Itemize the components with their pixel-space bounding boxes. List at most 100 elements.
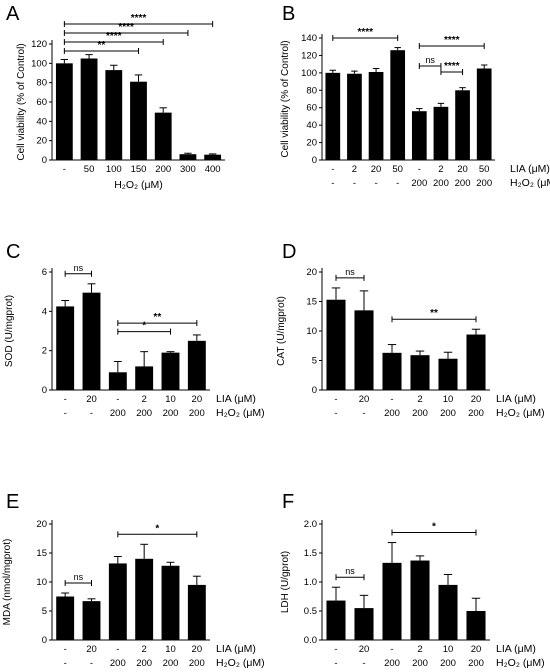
panel-e-ytick-label: 5 xyxy=(42,606,47,617)
panel-a-bar xyxy=(179,154,197,160)
panel-c-ytick-label: 2 xyxy=(42,346,47,357)
panel-e-ytick-label: 10 xyxy=(36,577,47,588)
panel-b-row-label: LIA (μM) xyxy=(510,163,550,175)
panel-c-xtick-label: 2 xyxy=(142,394,147,405)
panel-a-sig-label: **** xyxy=(131,13,147,24)
panel-b-xtick-label: 50 xyxy=(392,164,403,175)
panel-e-ytick-label: 0 xyxy=(42,635,47,646)
panel-c-bar xyxy=(56,306,75,390)
panel-f-xtick-label: 200 xyxy=(412,658,428,669)
panel-b-xtick-label: - xyxy=(374,178,377,189)
panel-a-ytick-label: 100 xyxy=(31,58,47,69)
panel-f-bar xyxy=(466,611,486,640)
panel-f-bar xyxy=(410,560,430,640)
panel-f-ytick-label: 0.0 xyxy=(304,635,317,646)
panel-e-ytick-label: 15 xyxy=(36,548,47,559)
panel-b-bar xyxy=(347,73,362,160)
panel-f-letter: F xyxy=(282,491,294,513)
panel-a-bar xyxy=(105,70,123,160)
panel-e-xtick-label: - xyxy=(64,658,67,669)
panel-a-xtick-label: 200 xyxy=(155,164,171,175)
panel-b-sig-label: ns xyxy=(425,55,435,65)
panel-b-sig-label: **** xyxy=(357,27,373,38)
panel-f-bar xyxy=(354,608,374,640)
panel-b-xtick-label: 20 xyxy=(371,164,382,175)
panel-d-row-label: H₂O₂ (μM) xyxy=(496,407,545,419)
panel-c-xtick-label: 200 xyxy=(163,408,179,419)
panel-e-bar xyxy=(161,565,180,640)
panel-d-ytick-label: 15 xyxy=(306,297,317,308)
panel-d-sig-label: ns xyxy=(345,267,355,277)
panel-b-bar xyxy=(433,106,449,160)
panel-e-y-axis-label: MDA (nmol/mgprot) xyxy=(2,539,13,626)
panel-b-bar xyxy=(411,111,427,160)
panel-d-xtick-label: - xyxy=(334,408,337,419)
panel-e-bar xyxy=(187,584,206,640)
panel-f-xtick-label: 2 xyxy=(417,644,422,655)
panel-d-sig-label: ** xyxy=(430,308,438,319)
panel-c-xtick-label: - xyxy=(64,408,67,419)
panel-d-ytick-label: 10 xyxy=(306,326,317,337)
panel-f-xtick-label: - xyxy=(334,644,337,655)
panel-c-xtick-label: 200 xyxy=(136,408,152,419)
panel-d-letter: D xyxy=(282,241,296,263)
panel-f-ytick-label: 2.0 xyxy=(304,519,317,530)
panel-f-sig-label: * xyxy=(432,522,436,533)
panel-b-ytick-label: 0 xyxy=(312,155,317,166)
panel-a-bar xyxy=(130,81,147,160)
panel-b-xtick-label: 2 xyxy=(438,164,443,175)
panel-c-bar xyxy=(82,292,101,390)
panel-c-bar xyxy=(187,340,206,390)
panel-e-sig-label: * xyxy=(155,523,159,534)
panel-d-xtick-label: 20 xyxy=(359,394,370,405)
panel-b-xtick-label: - xyxy=(418,164,421,175)
panel-d-bar xyxy=(438,358,458,390)
panel-e-xtick-label: 200 xyxy=(163,658,179,669)
panel-d-bar xyxy=(326,299,346,390)
panel-b-bar xyxy=(368,71,384,160)
panel-c-sig-label: * xyxy=(142,321,146,332)
panel-d-xtick-label: 200 xyxy=(384,408,400,419)
panel-f-xtick-label: - xyxy=(334,658,337,669)
panel-e-xtick-label: 200 xyxy=(136,658,152,669)
panel-e-xtick-label: - xyxy=(64,644,67,655)
panel-d-xtick-label: 10 xyxy=(443,394,454,405)
panel-e-xtick-label: 200 xyxy=(110,658,126,669)
panel-e-bar xyxy=(108,563,127,640)
panel-c-sig-label: ns xyxy=(74,263,84,273)
panel-e-xtick-label: - xyxy=(116,644,119,655)
panel-f-xtick-label: 200 xyxy=(440,658,456,669)
panel-a-bar xyxy=(80,58,98,160)
panel-e-sig-label: ns xyxy=(74,572,84,582)
panel-d-xtick-label: 2 xyxy=(417,394,422,405)
panel-d-bar xyxy=(382,352,402,390)
panel-e-bar xyxy=(56,596,75,640)
panel-f-xtick-label: 20 xyxy=(359,644,370,655)
panel-f-sig-label: ns xyxy=(345,566,355,576)
panel-d-xtick-label: 200 xyxy=(440,408,456,419)
panel-a-letter: A xyxy=(6,3,20,25)
panel-c-xtick-label: 200 xyxy=(189,408,205,419)
panel-b-letter: B xyxy=(282,3,295,25)
panel-c-ytick-label: 4 xyxy=(42,306,47,317)
panel-f-ytick-label: 1.5 xyxy=(304,548,317,559)
panel-f-ytick-label: 1.0 xyxy=(304,577,317,588)
panel-a-xtick-label: 150 xyxy=(131,164,147,175)
panel-a-ytick-label: 60 xyxy=(36,97,47,108)
panel-f-xtick-label: 20 xyxy=(471,644,482,655)
panel-d-bar xyxy=(466,334,486,390)
panel-e-row-label: H₂O₂ (μM) xyxy=(216,657,265,669)
panel-d-xtick-label: - xyxy=(334,394,337,405)
panel-f-xtick-label: - xyxy=(362,658,365,669)
panel-a-xtick-label: 400 xyxy=(205,164,221,175)
panel-b-xtick-label: 2 xyxy=(352,164,357,175)
panel-b-ytick-label: 40 xyxy=(306,120,317,131)
panel-b-ytick-label: 20 xyxy=(306,138,317,149)
panel-b-ytick-label: 60 xyxy=(306,103,317,114)
panel-c-ytick-label: 0 xyxy=(42,385,47,396)
panel-b-ytick-label: 100 xyxy=(301,68,317,79)
panel-d-xtick-label: - xyxy=(362,408,365,419)
panel-c-letter: C xyxy=(6,241,20,263)
panel-a-ytick-label: 80 xyxy=(36,78,47,89)
panel-b-xtick-label: - xyxy=(331,178,334,189)
